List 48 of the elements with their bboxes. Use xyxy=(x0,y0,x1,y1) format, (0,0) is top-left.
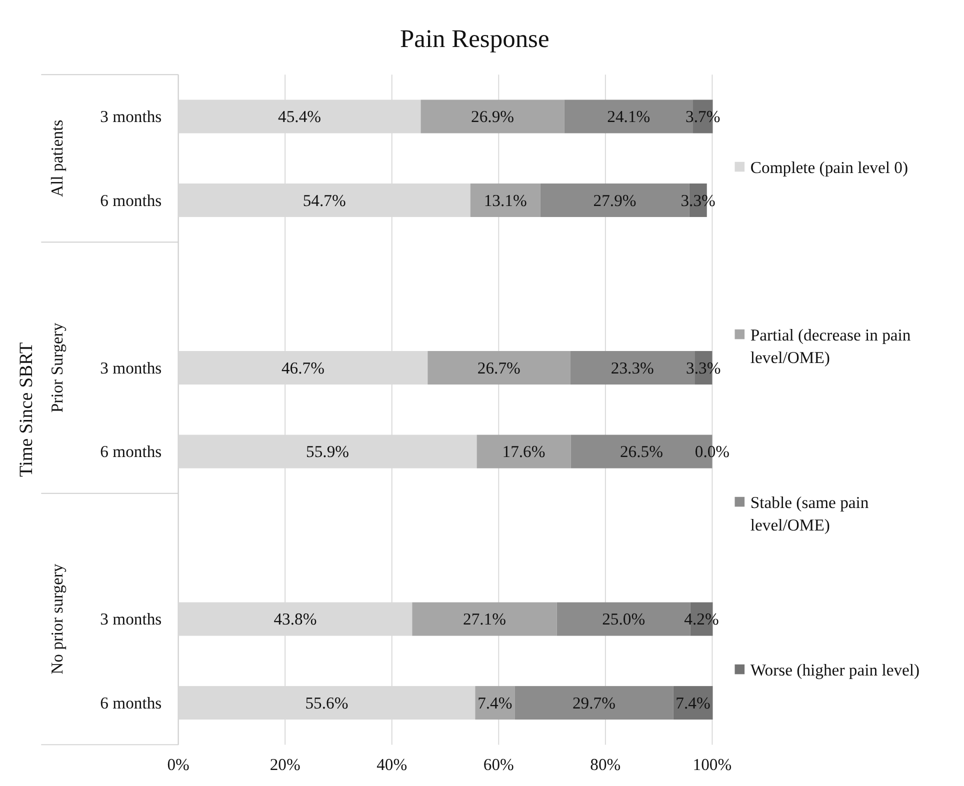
bar xyxy=(673,686,713,720)
data-label: 17.6% xyxy=(502,442,546,462)
data-label: 45.4% xyxy=(278,106,322,126)
data-label: 24.1% xyxy=(607,106,650,126)
data-label: 23.3% xyxy=(610,358,654,378)
text: Prior Surgery xyxy=(47,322,66,413)
y-tick-label: 6 months xyxy=(100,190,162,210)
bar xyxy=(420,100,564,134)
x-tick-label: 80% xyxy=(590,755,621,774)
data-label: 26.9% xyxy=(471,106,514,126)
y-tick-label: 3 months xyxy=(100,106,162,126)
data-label: 26.7% xyxy=(477,358,521,378)
x-tick-label: 20% xyxy=(270,755,300,774)
bar xyxy=(514,686,674,720)
x-tick-label: 60% xyxy=(483,755,514,774)
data-label: 7.4% xyxy=(676,693,710,712)
y-tick-label: 3 months xyxy=(100,358,162,378)
x-tick-label: 100% xyxy=(692,755,732,774)
legend-label: Worse (higher pain level) xyxy=(750,660,920,679)
data-label: 0.0% xyxy=(694,442,730,462)
data-label: 54.7% xyxy=(302,190,346,210)
data-label: 43.8% xyxy=(274,610,317,629)
data-label: 27.9% xyxy=(593,190,636,210)
text: No prior surgery xyxy=(47,563,66,674)
bar xyxy=(470,184,540,218)
data-label: 7.4% xyxy=(478,693,512,712)
bar xyxy=(476,434,571,468)
data-label: 55.6% xyxy=(305,693,348,712)
legend-label: Partial (decrease in pain level/OME) xyxy=(750,324,912,366)
data-label: 25.0% xyxy=(602,610,646,629)
x-tick-label: 40% xyxy=(376,755,408,774)
legend-label: Complete (pain level 0) xyxy=(750,157,908,176)
y-tick-label: 6 months xyxy=(100,693,162,712)
text: All patients xyxy=(47,120,66,197)
y-tick-label: 6 months xyxy=(100,442,162,462)
y-axis-title: Time Since SBRT xyxy=(16,342,37,478)
data-label: 26.5% xyxy=(620,442,664,462)
chart-title: Pain Response xyxy=(400,24,550,54)
data-label: 55.9% xyxy=(306,442,350,462)
legend-label: Stable (same pain level/OME) xyxy=(750,492,870,534)
x-tick-label: 0% xyxy=(167,755,190,774)
bar xyxy=(428,351,570,385)
bar xyxy=(412,602,557,636)
y-tick-label: 3 months xyxy=(100,610,162,629)
data-label: 27.1% xyxy=(463,610,506,629)
data-label: 29.7% xyxy=(572,693,616,712)
data-label: 13.1% xyxy=(484,190,527,210)
data-label: 46.7% xyxy=(281,358,325,378)
